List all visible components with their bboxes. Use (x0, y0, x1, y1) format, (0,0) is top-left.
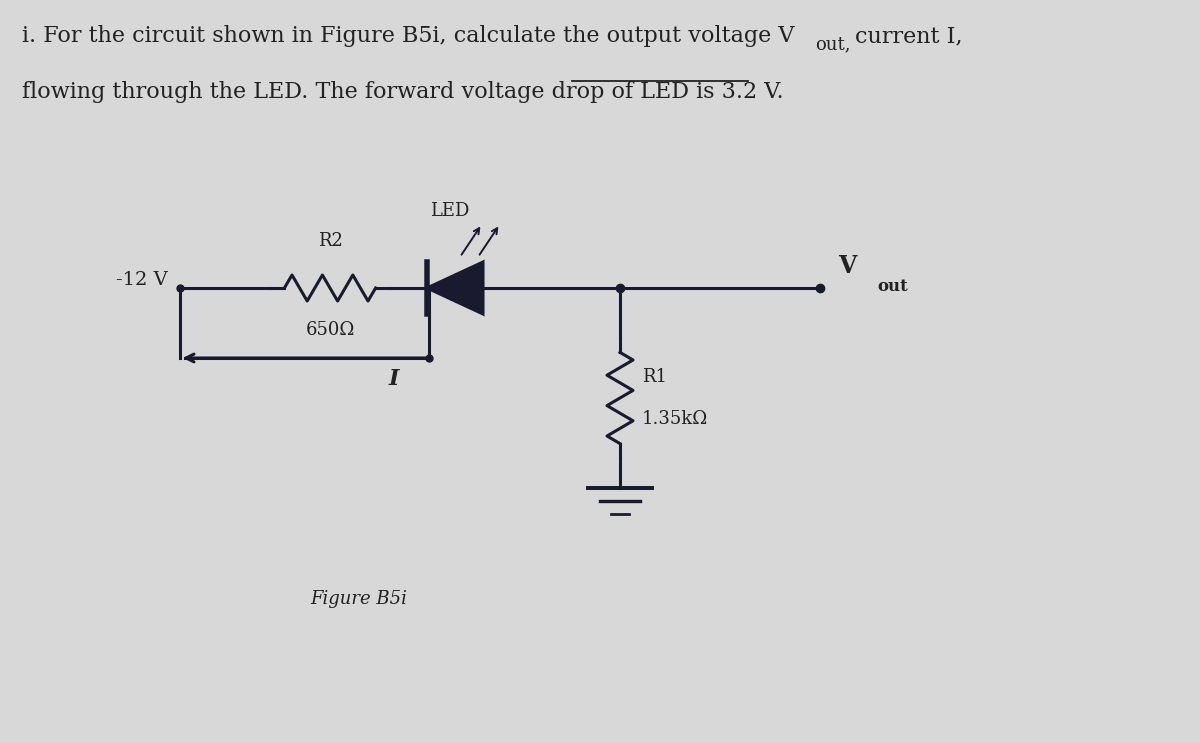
Text: flowing through the LED. The forward voltage drop of LED is 3.2 V.: flowing through the LED. The forward vol… (22, 81, 784, 103)
Text: 650Ω: 650Ω (305, 321, 355, 339)
Text: out: out (877, 277, 907, 294)
Polygon shape (427, 262, 482, 314)
Text: V: V (838, 254, 857, 278)
Text: LED: LED (431, 202, 469, 220)
Text: R2: R2 (318, 232, 342, 250)
Text: Figure B5i: Figure B5i (310, 590, 407, 608)
Text: 1.35kΩ: 1.35kΩ (642, 410, 708, 428)
Text: out,: out, (815, 35, 851, 53)
Text: i. For the circuit shown in Figure B5i, calculate the output voltage V: i. For the circuit shown in Figure B5i, … (22, 25, 794, 47)
Text: current I,: current I, (856, 25, 962, 47)
Text: -12 V: -12 V (116, 271, 168, 289)
Text: I: I (389, 368, 400, 390)
Text: R1: R1 (642, 368, 667, 386)
